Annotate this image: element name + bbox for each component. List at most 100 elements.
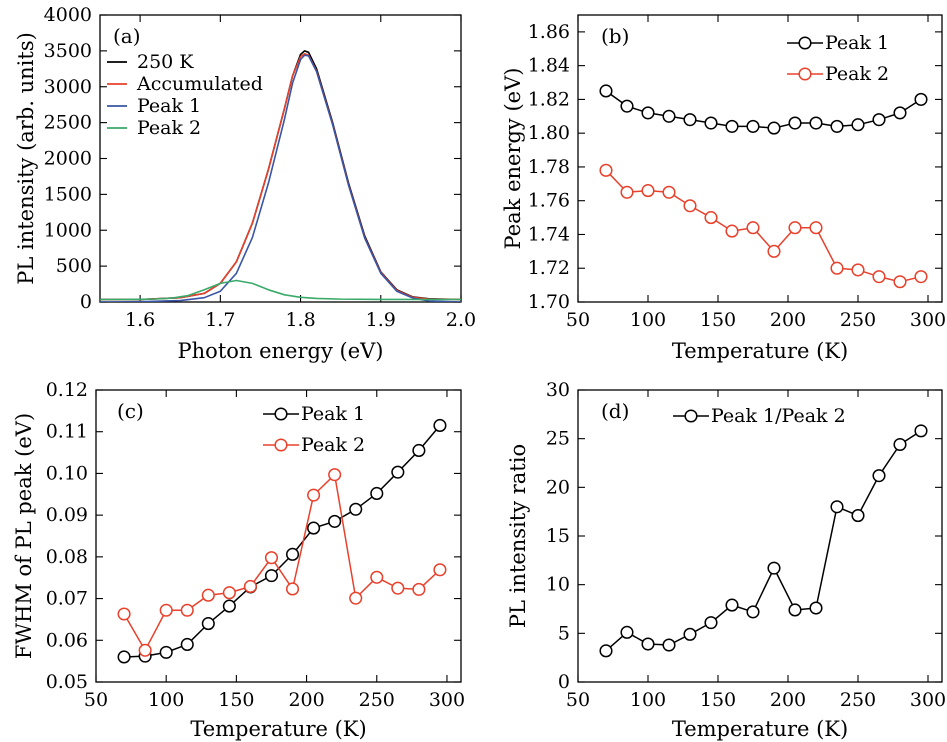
x-axis-title: Temperature (K) bbox=[190, 717, 366, 741]
series-peak-2-point bbox=[349, 591, 363, 605]
series-peak-1-peak-2-point bbox=[746, 605, 760, 619]
series-peak-1-peak-2-point bbox=[662, 638, 676, 652]
series-peak-1-peak-2-point bbox=[851, 509, 865, 523]
y-tick-label: 0.09 bbox=[46, 504, 88, 526]
x-tick-label: 250 bbox=[359, 689, 395, 711]
x-axis-title: Photon energy (eV) bbox=[178, 339, 384, 363]
x-tick-label: 100 bbox=[148, 689, 184, 711]
y-tick-label: 3500 bbox=[44, 40, 92, 62]
series-peak-1-point bbox=[620, 99, 634, 113]
series-peak-2-point bbox=[893, 275, 907, 289]
series-peak-1 bbox=[605, 90, 922, 129]
series-peak-1-point bbox=[809, 116, 823, 130]
series-peak-2-point bbox=[704, 211, 718, 225]
series-peak-2-point bbox=[285, 582, 300, 596]
series-peak-1-point bbox=[872, 113, 886, 127]
series-peak-1-line bbox=[100, 54, 461, 302]
y-tick-label: 1.86 bbox=[528, 21, 570, 43]
y-tick-label: 4000 bbox=[44, 4, 92, 26]
x-tick-label: 200 bbox=[288, 689, 324, 711]
legend-item-peak-1: Peak 1 bbox=[107, 95, 201, 117]
y-tick-label: 0.08 bbox=[46, 546, 88, 568]
y-tick-label: 1.80 bbox=[528, 122, 570, 144]
x-tick-label: 300 bbox=[910, 689, 946, 711]
series-peak-1-peak-2-point bbox=[620, 625, 634, 639]
y-tick-label: 1.84 bbox=[528, 55, 570, 77]
panel-label: (b) bbox=[601, 24, 629, 48]
panel-d: 50 100 150 200 250 300 0 5 10 15 20 25 30 Temperature… bbox=[506, 379, 946, 741]
x-tick-label: 50 bbox=[566, 689, 590, 711]
legend-label: Peak 2 bbox=[825, 63, 889, 85]
y-tick-label: 2500 bbox=[44, 112, 92, 134]
y-tick-label: 1500 bbox=[44, 183, 92, 205]
legend-item-peak-1: Peak 1 bbox=[787, 32, 889, 54]
series-peak-1-point bbox=[683, 113, 697, 127]
series-peak-1-line bbox=[605, 90, 922, 129]
series-peak-2-point bbox=[767, 244, 781, 258]
series-peak-1-peak-2-point bbox=[893, 437, 907, 452]
legend-marker bbox=[274, 438, 288, 452]
x-tick-label: 300 bbox=[910, 309, 946, 331]
series-peak-2-point bbox=[138, 643, 152, 657]
series-peak-1-point bbox=[788, 116, 802, 130]
series-peak-2 bbox=[100, 279, 461, 301]
series-peak-1-point bbox=[851, 118, 865, 132]
y-tick-label: 1.76 bbox=[528, 190, 570, 212]
series-peak-1-point bbox=[433, 418, 447, 433]
y-tick-label: 1.82 bbox=[528, 88, 570, 110]
legend-marker bbox=[274, 407, 288, 421]
series-peak-2-line bbox=[100, 279, 461, 301]
y-tick-label: 5 bbox=[558, 622, 570, 644]
series-peak-2-point bbox=[307, 488, 321, 502]
series-peak-2-point bbox=[412, 582, 426, 596]
x-tick-label: 100 bbox=[630, 689, 666, 711]
series-peak-2-point bbox=[117, 607, 131, 621]
y-tick-label: 1.72 bbox=[528, 257, 570, 279]
series-peak-1-point bbox=[370, 486, 384, 501]
series-peak-2-point bbox=[872, 270, 886, 284]
series-peak-1-point bbox=[349, 502, 363, 516]
series-peak-1-point bbox=[599, 84, 613, 98]
series-peak-2-point bbox=[662, 185, 676, 199]
legend-label: Peak 1 bbox=[137, 95, 201, 117]
y-axis-title: PL intensity ratio bbox=[506, 444, 530, 628]
legend-marker bbox=[684, 409, 698, 423]
legend-item-peak-1: Peak 1 bbox=[263, 403, 365, 425]
y-tick-label: 10 bbox=[546, 574, 570, 596]
legend-item-peak-2: Peak 2 bbox=[107, 117, 201, 139]
series-peak-1 bbox=[100, 54, 461, 302]
y-tick-label: 0.11 bbox=[46, 421, 88, 443]
y-tick-label: 1000 bbox=[44, 219, 92, 241]
legend-label: Accumulated bbox=[136, 73, 263, 95]
x-tick-label: 1.7 bbox=[205, 309, 235, 331]
legend-label: Peak 2 bbox=[301, 434, 365, 456]
legend-marker bbox=[798, 67, 812, 81]
y-tick-label: 3000 bbox=[44, 76, 92, 98]
series-peak-1-peak-2-point bbox=[914, 424, 928, 438]
series-peak-2-point bbox=[620, 185, 634, 199]
series-peak-2 bbox=[605, 169, 922, 283]
y-tick-label: 15 bbox=[546, 525, 570, 547]
plot-frame bbox=[577, 389, 943, 683]
series-peak-1-point bbox=[725, 119, 739, 133]
series-peak-1-point bbox=[914, 92, 928, 106]
series-peak-1-point bbox=[662, 109, 676, 123]
series-peak-2-line bbox=[605, 169, 922, 283]
series-peak-1-point bbox=[641, 106, 655, 120]
series-peak-1-peak-2-point bbox=[683, 627, 697, 641]
x-tick-label: 200 bbox=[770, 689, 806, 711]
series-peak-2-line bbox=[123, 473, 441, 652]
series-peak-1-peak-2-line bbox=[605, 430, 922, 652]
series-peak-1-point bbox=[264, 569, 279, 583]
x-tick-label: 150 bbox=[218, 689, 254, 711]
x-tick-label: 150 bbox=[700, 689, 736, 711]
y-tick-label: 1.78 bbox=[528, 156, 570, 178]
legend-marker bbox=[798, 36, 812, 50]
x-tick-label: 250 bbox=[840, 689, 876, 711]
series-peak-2-point bbox=[641, 184, 655, 198]
x-tick-label: 300 bbox=[429, 689, 465, 711]
y-axis-title: Peak energy (eV) bbox=[501, 68, 525, 250]
series-peak-2-point bbox=[788, 221, 802, 235]
series-peak-1-point bbox=[412, 443, 426, 458]
